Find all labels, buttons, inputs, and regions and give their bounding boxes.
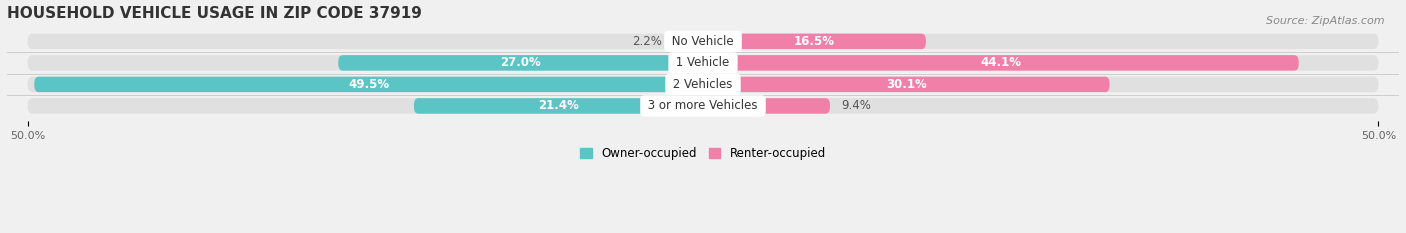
Text: No Vehicle: No Vehicle xyxy=(668,35,738,48)
FancyBboxPatch shape xyxy=(413,98,703,114)
FancyBboxPatch shape xyxy=(673,34,703,49)
FancyBboxPatch shape xyxy=(339,55,703,71)
Text: 2 Vehicles: 2 Vehicles xyxy=(669,78,737,91)
FancyBboxPatch shape xyxy=(28,34,1378,49)
FancyBboxPatch shape xyxy=(703,55,1299,71)
Text: 2.2%: 2.2% xyxy=(633,35,662,48)
Text: Source: ZipAtlas.com: Source: ZipAtlas.com xyxy=(1267,16,1385,26)
Text: 30.1%: 30.1% xyxy=(886,78,927,91)
FancyBboxPatch shape xyxy=(703,34,927,49)
FancyBboxPatch shape xyxy=(34,77,703,92)
FancyBboxPatch shape xyxy=(28,55,1378,71)
Text: 9.4%: 9.4% xyxy=(841,99,870,113)
Text: 27.0%: 27.0% xyxy=(501,56,541,69)
FancyBboxPatch shape xyxy=(28,98,1378,114)
FancyBboxPatch shape xyxy=(703,98,830,114)
Legend: Owner-occupied, Renter-occupied: Owner-occupied, Renter-occupied xyxy=(575,143,831,165)
Text: 44.1%: 44.1% xyxy=(980,56,1021,69)
Text: 1 Vehicle: 1 Vehicle xyxy=(672,56,734,69)
FancyBboxPatch shape xyxy=(703,77,1109,92)
FancyBboxPatch shape xyxy=(28,77,1378,92)
Text: 16.5%: 16.5% xyxy=(794,35,835,48)
Text: 49.5%: 49.5% xyxy=(349,78,389,91)
Text: 21.4%: 21.4% xyxy=(538,99,579,113)
Text: 3 or more Vehicles: 3 or more Vehicles xyxy=(644,99,762,113)
Text: HOUSEHOLD VEHICLE USAGE IN ZIP CODE 37919: HOUSEHOLD VEHICLE USAGE IN ZIP CODE 3791… xyxy=(7,6,422,21)
